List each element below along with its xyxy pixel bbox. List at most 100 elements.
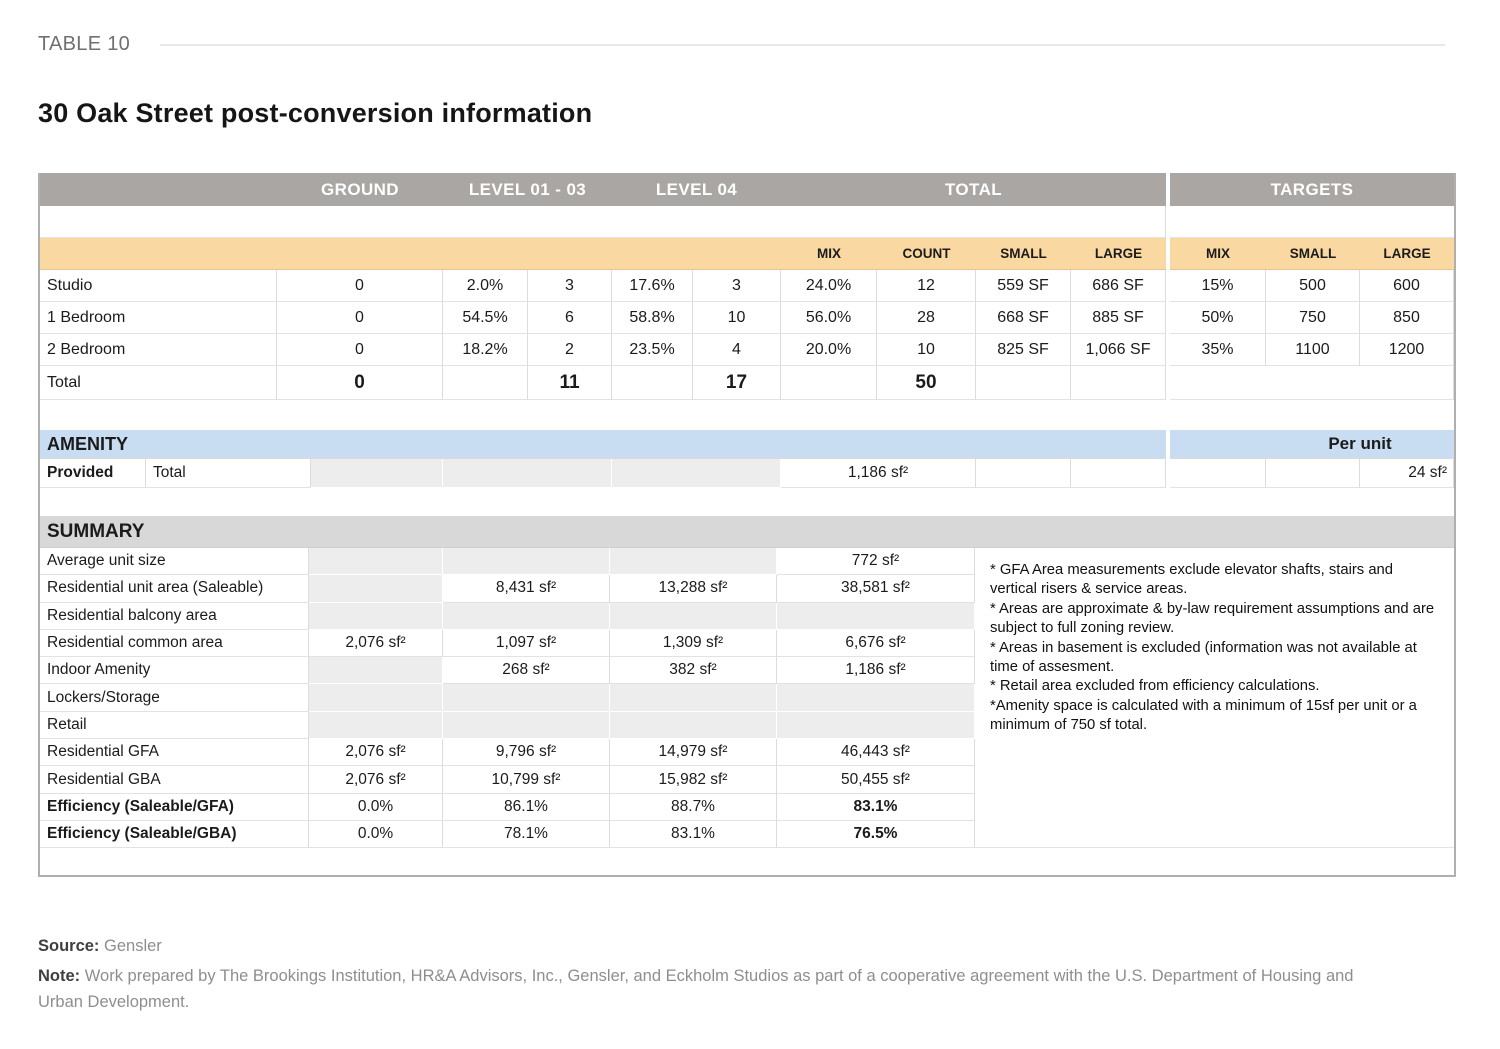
summary-label: Residential unit area (Saleable) xyxy=(40,575,309,603)
subheader-target-small: SMALL xyxy=(1266,238,1360,270)
subheader-target-large: LARGE xyxy=(1360,238,1454,270)
cell-target-large: 600 xyxy=(1360,270,1454,302)
provided-label: Provided xyxy=(40,459,146,488)
subheader-total-count: COUNT xyxy=(877,238,976,270)
summary-row: Residential balcony area xyxy=(40,602,975,630)
cell-target-small: 500 xyxy=(1266,270,1360,302)
note-line: * Areas are approximate & by-law require… xyxy=(990,600,1435,637)
cell-total-mix: 24.0% xyxy=(781,270,877,302)
cell-total: 50,455 sf² xyxy=(777,766,975,794)
cell-l4: 83.1% xyxy=(610,820,777,849)
cell-l13: 268 sf² xyxy=(443,657,610,685)
cell-blank xyxy=(1266,459,1360,488)
cell-l4: 382 sf² xyxy=(610,657,777,685)
header-total: TOTAL xyxy=(781,173,1166,206)
section-separator xyxy=(1166,334,1170,366)
cell-total: 83.1% xyxy=(777,793,975,821)
summary-row: Residential unit area (Saleable) 8,431 s… xyxy=(40,575,975,603)
cell-total: 772 sf² xyxy=(777,548,975,576)
summary-label: Retail xyxy=(40,711,309,740)
cell-total xyxy=(777,684,975,712)
gap-row xyxy=(40,400,1454,430)
cell-targets-blank xyxy=(1170,366,1454,400)
unit-row-studio: Studio 0 2.0% 3 17.6% 3 24.0% 12 559 SF … xyxy=(40,270,1454,302)
cell-l13-count: 3 xyxy=(528,270,612,302)
summary-row: Residential GBA 2,076 sf² 10,799 sf² 15,… xyxy=(40,766,975,794)
amenity-header-row: AMENITY Per unit xyxy=(40,430,1454,459)
cell-total-small: 668 SF xyxy=(976,302,1071,334)
summary-label: Residential GFA xyxy=(40,739,309,767)
table-tag-row: TABLE 10 xyxy=(38,33,1445,56)
cell-ground: 0.0% xyxy=(309,820,443,849)
cell-target-mix: 35% xyxy=(1170,334,1266,366)
cell-l13: 78.1% xyxy=(443,820,610,849)
spacer-row xyxy=(40,206,1454,238)
cell-ground: 0 xyxy=(277,302,443,334)
cell-l4 xyxy=(610,602,777,630)
cell-ground-total: 0 xyxy=(277,366,443,400)
amenity-provided-row: Provided Total 1,186 sf² 24 sf² xyxy=(40,459,1454,488)
summary-notes: * GFA Area measurements exclude elevator… xyxy=(975,548,1454,849)
cell-total-count: 12 xyxy=(877,270,976,302)
cell-blank xyxy=(1170,459,1266,488)
cell-total-large: 885 SF xyxy=(1071,302,1166,334)
cell-blank xyxy=(976,459,1071,488)
cell-total-count: 28 xyxy=(877,302,976,334)
cell-total: 46,443 sf² xyxy=(777,739,975,767)
cell-l4: 15,982 sf² xyxy=(610,766,777,794)
total-label: Total xyxy=(40,366,277,400)
note-value: Work prepared by The Brookings Instituti… xyxy=(38,967,1354,1011)
source-label: Source: xyxy=(38,937,100,955)
cell-ground: 2,076 sf² xyxy=(309,739,443,767)
cell-l13-count: 2 xyxy=(528,334,612,366)
cell-blank xyxy=(612,366,693,400)
amenity-header: AMENITY xyxy=(40,430,1166,459)
cell-l4-count: 4 xyxy=(693,334,781,366)
cell-l4 xyxy=(610,548,777,576)
cell-ground: 0 xyxy=(277,270,443,302)
cell-l4: 13,288 sf² xyxy=(610,575,777,603)
cell-target-small: 1100 xyxy=(1266,334,1360,366)
cell-l13: 1,097 sf² xyxy=(443,629,610,658)
spacer-cell xyxy=(40,206,1166,238)
cell-l4-mix: 17.6% xyxy=(612,270,693,302)
subheader-row: MIX COUNT SMALL LARGE MIX SMALL LARGE xyxy=(40,238,1454,270)
note-line: * Retail area excluded from efficiency c… xyxy=(990,678,1320,695)
cell-total-large: 686 SF xyxy=(1071,270,1166,302)
unit-row-1bedroom: 1 Bedroom 0 54.5% 6 58.8% 10 56.0% 28 66… xyxy=(40,302,1454,334)
note-line: *Amenity space is calculated with a mini… xyxy=(990,697,1417,734)
cell-blank xyxy=(443,366,528,400)
cell-ground: 2,076 sf² xyxy=(309,629,443,658)
cell-l13-mix: 18.2% xyxy=(443,334,528,366)
cell-l13: 8,431 sf² xyxy=(443,575,610,603)
spacer-cell xyxy=(1170,206,1454,238)
cell-ground xyxy=(309,548,443,576)
section-separator xyxy=(1166,173,1170,206)
cell-blank xyxy=(781,366,877,400)
table-tag: TABLE 10 xyxy=(38,33,131,55)
summary-grid: Average unit size 772 sf² Residential un… xyxy=(40,548,975,849)
amenity-per-unit-value: 24 sf² xyxy=(1360,459,1454,488)
header-level-01-03: LEVEL 01 - 03 xyxy=(443,173,612,206)
cell-ground xyxy=(309,602,443,630)
section-separator xyxy=(1166,206,1170,238)
post-conversion-table: GROUND LEVEL 01 - 03 LEVEL 04 TOTAL TARG… xyxy=(38,173,1456,877)
cell-ground xyxy=(309,575,443,603)
level-header-row: GROUND LEVEL 01 - 03 LEVEL 04 TOTAL TARG… xyxy=(40,173,1454,206)
cell-ground: 2,076 sf² xyxy=(309,766,443,794)
summary-label: Efficiency (Saleable/GBA) xyxy=(40,820,309,849)
summary-label: Residential common area xyxy=(40,629,309,658)
per-unit-label: Per unit xyxy=(1328,434,1392,453)
tag-rule xyxy=(160,43,1445,46)
cell-total-count-total: 50 xyxy=(877,366,976,400)
cell-ground-empty xyxy=(311,459,443,488)
cell-ground: 0.0% xyxy=(309,793,443,821)
cell-blank xyxy=(1071,366,1166,400)
cell-total-mix: 20.0% xyxy=(781,334,877,366)
subheader-total-mix: MIX xyxy=(781,238,877,270)
summary-label: Residential GBA xyxy=(40,766,309,794)
cell-total-mix: 56.0% xyxy=(781,302,877,334)
cell-total: 1,186 sf² xyxy=(777,657,975,685)
unit-row-2bedroom: 2 Bedroom 0 18.2% 2 23.5% 4 20.0% 10 825… xyxy=(40,334,1454,366)
cell-l4: 88.7% xyxy=(610,793,777,821)
